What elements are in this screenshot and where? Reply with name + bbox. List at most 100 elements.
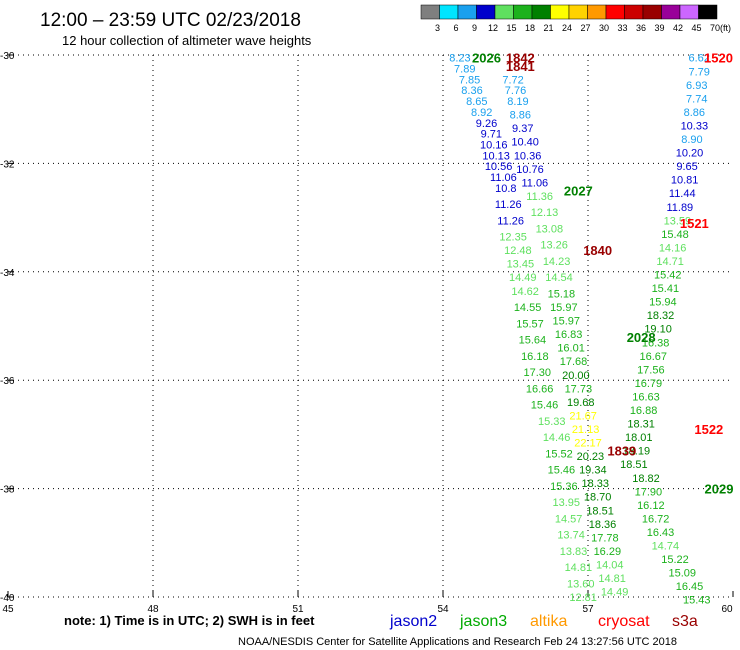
- swh-value: 14.71: [656, 256, 684, 268]
- swh-value: 17.90: [635, 486, 663, 498]
- pass-label: 1520: [704, 51, 733, 66]
- legend-label-45: 45: [691, 23, 701, 33]
- legend-label-36: 36: [636, 23, 646, 33]
- legend-swatch-21: [531, 4, 551, 20]
- swh-value: 14.16: [659, 242, 687, 254]
- y-tick-label: -30: [0, 51, 15, 62]
- swh-value: 11.89: [666, 202, 693, 214]
- swh-value: 16.12: [637, 500, 665, 512]
- pass-label: 2027: [564, 184, 593, 199]
- swh-value: 14.54: [545, 272, 573, 284]
- swh-value: 17.78: [591, 532, 619, 544]
- pass-label: 2029: [705, 482, 734, 497]
- x-tick-label: 48: [147, 604, 159, 615]
- swh-value: 8.19: [507, 96, 528, 108]
- mission-altika: altika: [530, 613, 567, 630]
- swh-value: 10.76: [516, 164, 544, 176]
- legend-label-21: 21: [543, 23, 553, 33]
- swh-value: 8.86: [684, 107, 705, 119]
- chart-title: 12:00 – 23:59 UTC 02/23/2018: [40, 10, 301, 31]
- swh-value: 19.68: [567, 397, 595, 409]
- legend-label-12: 12: [488, 23, 498, 33]
- swh-value: 13.83: [560, 546, 588, 558]
- pass-label: 1522: [694, 422, 723, 437]
- swh-value: 7.89: [454, 64, 475, 76]
- swh-value: 18.32: [647, 310, 675, 322]
- mission-jason2: jason2: [389, 613, 437, 630]
- legend-swatch-9: [457, 4, 477, 20]
- chart-subtitle: 12 hour collection of altimeter wave hei…: [62, 33, 312, 48]
- legend-swatch-12: [476, 4, 496, 20]
- swh-value: 13.59: [664, 215, 692, 227]
- x-tick-label: 45: [2, 604, 14, 615]
- swh-value: 17.73: [565, 383, 593, 395]
- x-tick-label: 51: [292, 604, 304, 615]
- swh-value: 16.83: [555, 329, 583, 341]
- y-tick-label: -36: [0, 376, 15, 387]
- swh-value: 12.35: [499, 232, 527, 244]
- legend-label-42: 42: [673, 23, 683, 33]
- footnote: note: 1) Time is in UTC; 2) SWH is in fe…: [64, 613, 315, 628]
- swh-value: 16.01: [557, 343, 585, 355]
- swh-value: 8.86: [510, 110, 531, 122]
- swh-value: 14.55: [514, 302, 542, 314]
- x-tick-label: 54: [437, 604, 449, 615]
- mission-jason3: jason3: [459, 613, 507, 630]
- legend-swatch-6: [439, 4, 459, 20]
- swh-value: 8.65: [466, 96, 487, 108]
- swh-value: 11.06: [490, 172, 517, 184]
- swh-value: 15.09: [668, 568, 696, 580]
- swh-value: 10.36: [514, 150, 542, 162]
- legend-unit: (ft): [720, 23, 731, 33]
- swh-value: 13.95: [552, 497, 580, 509]
- swh-value: 13.08: [536, 223, 564, 235]
- swh-value: 17.56: [637, 364, 665, 376]
- swh-value: 15.22: [661, 554, 689, 566]
- swh-value: 14.74: [652, 541, 680, 553]
- swh-value: 15.64: [519, 335, 547, 347]
- legend-label-9: 9: [472, 23, 477, 33]
- swh-value: 15.43: [683, 595, 711, 607]
- swh-value: 19.34: [579, 465, 607, 477]
- swh-value: 14.46: [543, 432, 571, 444]
- pass-label: 1840: [583, 243, 612, 258]
- swh-value: 14.04: [596, 559, 624, 571]
- legend-swatch-27: [568, 4, 588, 20]
- swh-value: 18.19: [623, 446, 651, 458]
- pass-label: 1839: [607, 444, 636, 459]
- swh-value: 7.79: [688, 66, 709, 78]
- swh-value: 6.93: [686, 80, 707, 92]
- mission-s3a: s3a: [672, 613, 698, 630]
- swh-value: 14.62: [511, 286, 539, 298]
- swh-value: 16.72: [642, 513, 670, 525]
- swh-value: 22.17: [574, 438, 602, 450]
- swh-value: 8.90: [681, 134, 702, 146]
- swh-value: 12.81: [569, 592, 597, 604]
- swh-value: 7.76: [505, 85, 526, 97]
- x-tick-label: 57: [582, 604, 594, 615]
- swh-value: 10.20: [676, 148, 704, 160]
- swh-value: 14.81: [598, 573, 626, 585]
- swh-value: 15.57: [516, 318, 544, 330]
- swh-value: 15.42: [654, 270, 682, 282]
- swh-value: 16.67: [639, 351, 667, 363]
- swh-value: 16.88: [630, 405, 658, 417]
- swh-value: 7.74: [686, 93, 707, 105]
- swh-value: 7.72: [502, 74, 523, 86]
- swh-value: 15.97: [550, 302, 578, 314]
- swh-value: 16.43: [647, 527, 675, 539]
- legend-label-3: 3: [435, 23, 440, 33]
- swh-value: 11.44: [669, 188, 696, 200]
- swh-value: 15.33: [538, 416, 566, 428]
- pass-label: 1841: [506, 59, 535, 74]
- swh-value: 15.36: [550, 481, 578, 493]
- swh-value: 15.94: [649, 297, 677, 309]
- y-tick-label: -38: [0, 485, 15, 496]
- swh-value: 9.26: [476, 118, 497, 130]
- swh-value: 13.45: [507, 259, 535, 271]
- swh-value: 9.37: [512, 123, 533, 135]
- swh-value: 8.23: [449, 53, 470, 65]
- swh-value: 10.8: [495, 183, 516, 195]
- swh-value: 6.62: [688, 53, 709, 65]
